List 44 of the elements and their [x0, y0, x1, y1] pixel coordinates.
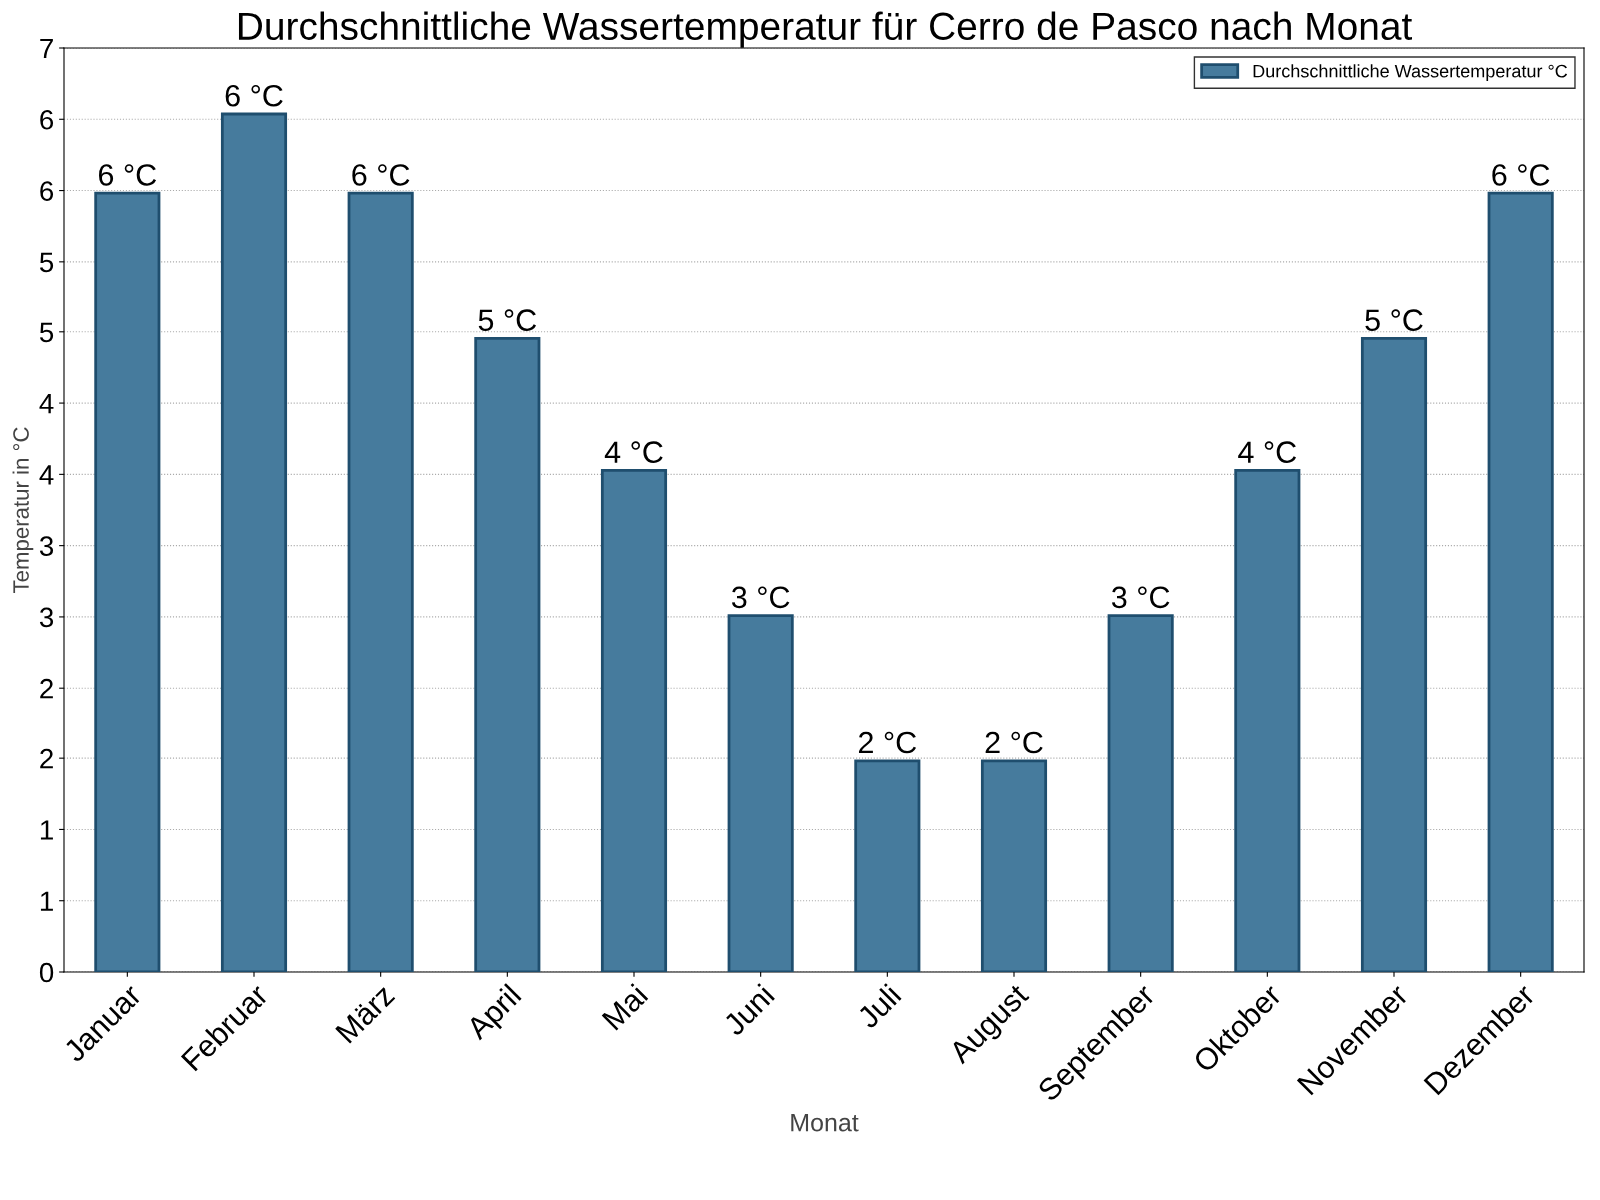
chart-title: Durchschnittliche Wassertemperatur für Cerro de Pasco nach Monat	[238, 11, 1412, 48]
y-tick-label: 5	[39, 322, 54, 343]
data-label: 3 °C	[731, 586, 790, 609]
bar	[220, 112, 288, 972]
bar	[980, 759, 1048, 972]
data-label: 4 °C	[604, 441, 663, 463]
data-label: 4 °C	[1238, 441, 1297, 463]
data-label: 6 °C	[352, 164, 410, 186]
y-tick-label: 2	[40, 678, 53, 699]
legend-label: Durchschnittliche Wassertemperatur °C	[1253, 64, 1568, 82]
y-axis-title: Temperatur in °C	[12, 427, 34, 593]
data-label: 2 °C	[858, 731, 917, 754]
bar	[1107, 614, 1174, 972]
bar	[347, 191, 414, 972]
data-label: 6 °C	[99, 164, 157, 186]
y-tick-label: 1	[40, 891, 53, 911]
y-tick-label: 6	[40, 181, 54, 201]
data-label: 5 °C	[1365, 309, 1423, 331]
x-tick-label: Mai	[600, 983, 649, 1031]
y-tick-label: 3	[39, 607, 54, 628]
y-tick-label: 2	[40, 748, 53, 769]
data-label: 6 °C	[1492, 164, 1550, 186]
bar	[474, 337, 541, 972]
x-tick-label: Juli	[855, 983, 902, 1030]
bar	[94, 191, 161, 972]
bar	[854, 759, 921, 972]
bar	[1487, 191, 1554, 972]
data-label: 5 °C	[478, 309, 537, 331]
data-label: 2 °C	[985, 731, 1043, 754]
y-tick-label: 7	[40, 38, 53, 59]
bar	[1360, 337, 1428, 972]
y-tick-label: 6	[40, 109, 54, 130]
y-tick-label: 0	[39, 962, 54, 983]
y-tick-label: 5	[39, 252, 54, 273]
x-axis-title: Monat	[791, 1114, 859, 1132]
y-tick-label: 4	[39, 394, 54, 414]
y-tick-label: 1	[40, 820, 53, 840]
bar	[600, 469, 668, 972]
data-label: 3 °C	[1111, 586, 1170, 609]
bar	[1234, 469, 1301, 972]
y-tick-label: 3	[39, 536, 54, 556]
y-tick-label: 4	[39, 465, 54, 485]
data-label: 6 °C	[225, 84, 283, 107]
bar	[727, 614, 794, 972]
